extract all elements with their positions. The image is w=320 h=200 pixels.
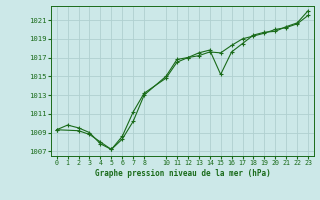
- X-axis label: Graphe pression niveau de la mer (hPa): Graphe pression niveau de la mer (hPa): [94, 169, 270, 178]
